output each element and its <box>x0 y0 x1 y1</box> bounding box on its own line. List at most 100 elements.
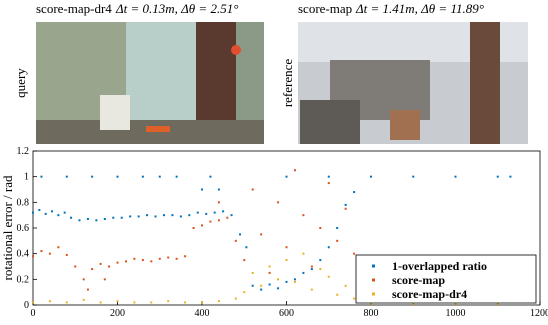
point <box>319 268 322 271</box>
x-tick-label: 400 <box>195 308 210 319</box>
point <box>32 255 34 258</box>
point <box>285 246 288 249</box>
point <box>310 288 313 291</box>
side-label: query <box>13 68 28 98</box>
legend-label: score-map <box>392 273 445 287</box>
point <box>201 188 203 191</box>
y-tick-label: 1.2 <box>17 146 30 157</box>
point <box>103 218 106 221</box>
point <box>209 220 212 223</box>
point <box>344 203 347 206</box>
point <box>293 280 296 283</box>
point <box>310 268 313 271</box>
legend-marker <box>372 278 375 282</box>
point <box>344 207 347 210</box>
x-tick-label: 200 <box>110 308 125 319</box>
legend-box <box>355 254 537 304</box>
point <box>217 188 220 191</box>
legend-label: 1-overlapped ratio <box>392 259 487 273</box>
point <box>196 211 199 214</box>
point <box>154 215 157 218</box>
point <box>48 252 51 255</box>
point <box>217 219 220 222</box>
point <box>268 265 271 268</box>
point <box>65 301 68 304</box>
point <box>91 268 94 271</box>
point <box>226 216 229 219</box>
point <box>78 219 81 222</box>
point <box>65 253 68 256</box>
point <box>99 262 102 265</box>
point <box>277 278 280 281</box>
point <box>179 215 182 218</box>
x-tick-label: 1000 <box>446 308 466 319</box>
point <box>188 214 191 217</box>
point <box>201 224 203 227</box>
point <box>158 175 161 178</box>
point <box>285 259 288 262</box>
point <box>201 301 203 304</box>
point <box>260 233 263 236</box>
point <box>162 214 165 217</box>
point <box>116 300 119 303</box>
point <box>496 302 499 305</box>
point <box>454 175 457 178</box>
point <box>222 210 225 213</box>
point <box>285 280 288 283</box>
point <box>74 265 77 268</box>
point <box>277 287 280 290</box>
point <box>48 300 51 303</box>
point <box>327 175 330 178</box>
point <box>158 257 161 260</box>
point <box>268 283 271 286</box>
point <box>167 300 170 303</box>
point <box>65 175 68 178</box>
point <box>209 175 212 178</box>
point <box>245 246 248 249</box>
image-method: score-map <box>298 1 352 16</box>
point <box>184 301 187 304</box>
point <box>327 246 330 249</box>
side-label: reference <box>280 59 295 108</box>
point <box>353 191 356 194</box>
point <box>251 284 254 287</box>
point <box>112 216 115 219</box>
point <box>63 211 66 214</box>
point <box>150 301 153 304</box>
point <box>133 301 136 304</box>
x-tick-label: 600 <box>279 308 294 319</box>
point <box>370 302 372 305</box>
point <box>137 215 140 218</box>
point <box>234 297 237 300</box>
point <box>40 175 43 178</box>
point <box>234 239 237 242</box>
point <box>310 265 313 268</box>
point <box>32 211 34 214</box>
x-tick-label: 0 <box>31 308 36 319</box>
point <box>91 175 94 178</box>
point <box>82 278 85 281</box>
point <box>251 271 254 274</box>
point <box>40 250 43 253</box>
point <box>293 169 296 172</box>
point <box>70 216 73 219</box>
point <box>239 233 242 236</box>
point <box>285 175 288 178</box>
point <box>57 246 60 249</box>
point <box>319 227 322 229</box>
point <box>192 227 195 229</box>
point <box>509 175 512 178</box>
x-tick-label: 800 <box>364 308 379 319</box>
point <box>86 218 89 221</box>
point <box>141 259 144 262</box>
point <box>44 212 47 215</box>
point <box>120 216 123 219</box>
point <box>129 215 132 218</box>
point <box>268 271 271 274</box>
point <box>230 214 233 217</box>
point <box>171 214 174 217</box>
point <box>124 260 127 263</box>
point <box>302 214 305 217</box>
x-tick-label: 1200 <box>530 308 548 319</box>
